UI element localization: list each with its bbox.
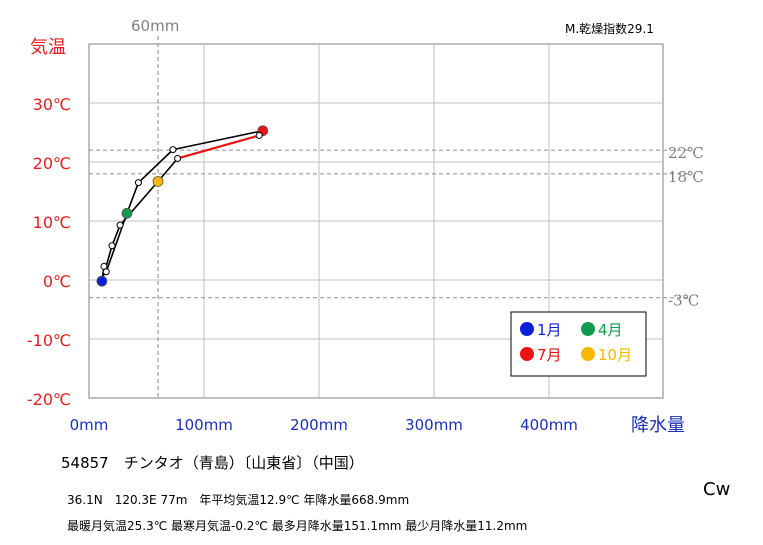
ref-vertical-label: 60mm <box>131 17 180 35</box>
station-stats-line2: 最暖月気温25.3℃ 最寒月気温-0.2℃ 最多月降水量151.1mm 最少月降… <box>67 519 528 533</box>
curve-segment <box>111 224 121 247</box>
ref-line-label: -3℃ <box>668 292 699 310</box>
y-tick-label: 30℃ <box>33 95 71 114</box>
x-axis-title: 降水量 <box>631 415 685 436</box>
y-axis-title: 気温 <box>30 37 66 58</box>
ref-line-label: 18℃ <box>668 168 704 186</box>
curve-segment <box>137 148 174 184</box>
y-tick-label: 10℃ <box>33 213 71 232</box>
x-tick-labels: 0mm 100mm 200mm 300mm 400mm <box>70 416 578 434</box>
legend-box <box>510 311 647 377</box>
month-point-6 <box>169 146 177 154</box>
month-points <box>96 125 269 287</box>
y-tick-label: -10℃ <box>27 331 71 350</box>
x-tick-label: 0mm <box>70 416 109 434</box>
x-tick-label: 200mm <box>290 416 348 434</box>
legend-marker <box>520 322 534 336</box>
legend-marker <box>520 347 534 361</box>
curve-segment <box>105 212 128 273</box>
climate-class-label: Cw <box>703 479 731 500</box>
month-point-1 <box>96 275 108 287</box>
x-tick-label: 100mm <box>175 416 233 434</box>
dryness-index-label: M.乾燥指数29.1 <box>565 22 654 36</box>
month-point-9 <box>174 154 182 162</box>
legend-marker <box>581 322 595 336</box>
station-stats-line1: 36.1N 120.3E 77m 年平均気温12.9℃ 年降水量668.9mm <box>67 493 410 507</box>
legend: 1月 4月 7月 10月 <box>510 311 647 377</box>
y-tick-labels: 30℃ 20℃ 10℃ 0℃ -10℃ -20℃ <box>27 95 71 409</box>
month-point-5 <box>134 179 142 187</box>
legend-marker <box>581 347 595 361</box>
legend-label: 1月 <box>537 321 562 339</box>
month-point-3 <box>102 268 110 276</box>
y-tick-label: 0℃ <box>43 272 71 291</box>
legend-label: 10月 <box>598 346 632 364</box>
curve-segment <box>126 181 140 215</box>
curve-segment <box>176 134 261 160</box>
y-tick-label: -20℃ <box>27 390 71 409</box>
x-tick-label: 400mm <box>520 416 578 434</box>
month-point-8 <box>255 131 263 139</box>
month-point-11 <box>116 221 124 229</box>
x-tick-label: 300mm <box>405 416 463 434</box>
month-point-10 <box>152 176 164 187</box>
curve-segment <box>172 129 264 151</box>
curve-segment <box>101 244 113 282</box>
legend-label: 7月 <box>537 346 562 364</box>
y-tick-label: 20℃ <box>33 154 71 173</box>
station-title: 54857 チンタオ（青島）〔山東省〕（中国） <box>61 454 364 472</box>
reference-lines: 22℃ 18℃ -3℃ <box>89 36 704 398</box>
ref-line-label: 22℃ <box>668 144 704 162</box>
month-point-4 <box>121 207 133 219</box>
legend-label: 4月 <box>598 321 623 339</box>
month-point-12 <box>108 242 116 250</box>
